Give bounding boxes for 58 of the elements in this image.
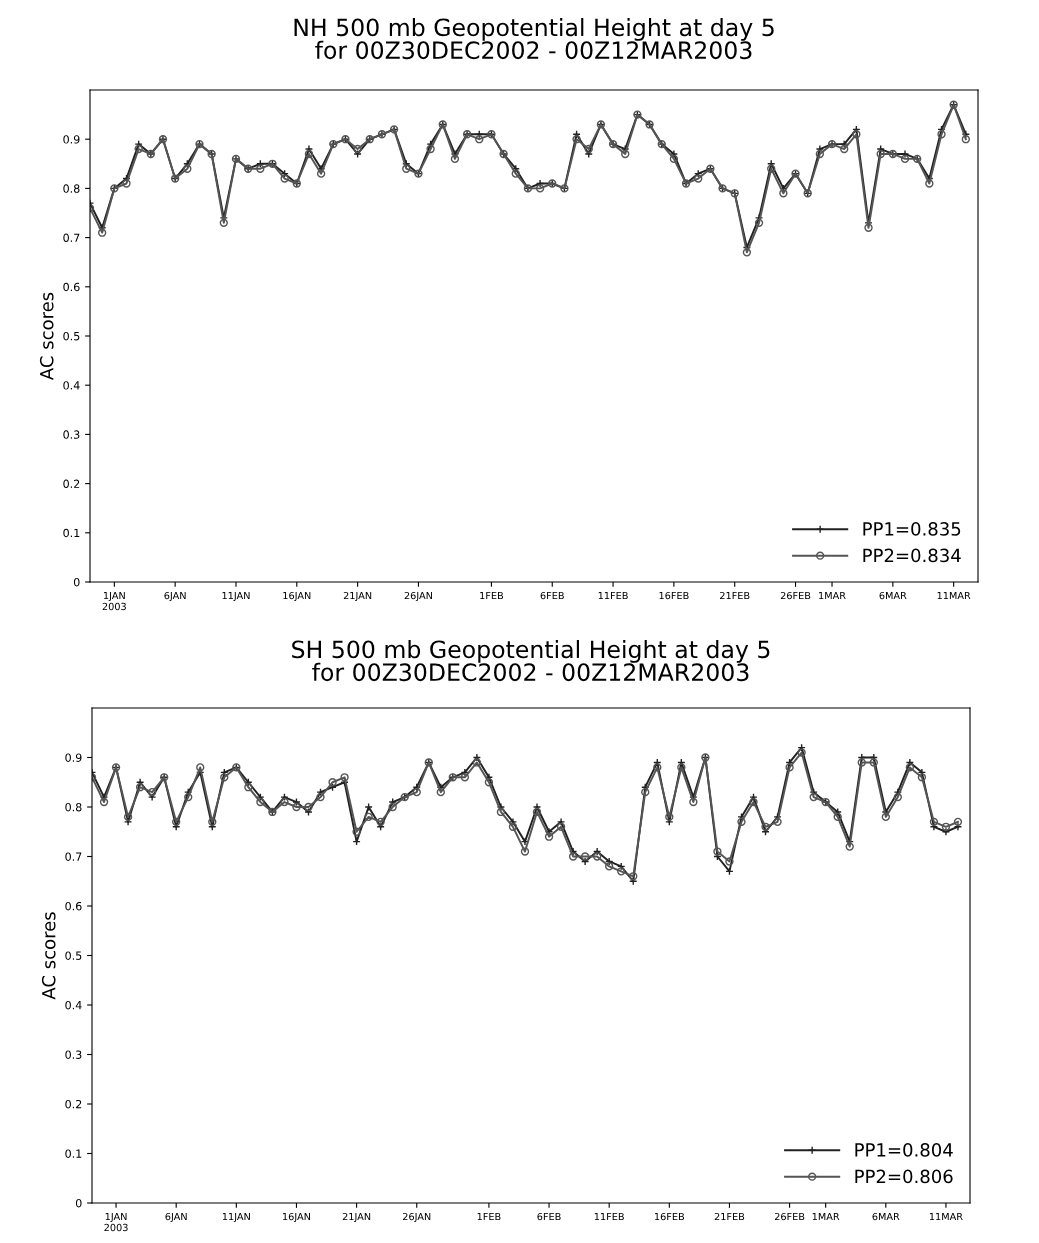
x-tick-label: 21FEB [714, 1212, 745, 1221]
x-tick-label: 1MAR [819, 592, 846, 600]
x-tick-label: 11FEB [598, 592, 628, 600]
legend-label: PP2=0.834 [863, 548, 961, 563]
x-tick-label: 6FEB [537, 1212, 561, 1221]
x-tick-label: 6FEB [540, 591, 564, 600]
y-tick-label: 0.4 [63, 381, 80, 390]
y-tick-label: 0.2 [63, 479, 80, 488]
y-tick-label: 0.5 [65, 951, 82, 960]
chart-title: SH 500 mb Geopotential Height at day 5 for 00Z30DEC2002 - 00Z12MAR2003 [292, 640, 770, 682]
y-tick-label: 0.2 [65, 1099, 82, 1109]
y-tick-label: 0.6 [63, 282, 80, 292]
y-tick-label: 0 [75, 1198, 82, 1208]
x-tick-label: 6JAN [164, 591, 186, 602]
x-tick-label: 21JAN [343, 591, 372, 602]
x-tick-label: 1JAN 2003 [102, 592, 126, 611]
x-tick-label: 6MAR [872, 1212, 900, 1221]
chart-title: NH 500 mb Geopotential Height at day 5 for 00Z30DEC2002 - 00Z12MAR2003 [294, 18, 774, 60]
y-tick-label: 0.7 [65, 852, 82, 861]
y-tick-label: 0.7 [63, 233, 80, 242]
legend-label: PP1=0.804 [855, 1143, 953, 1157]
y-tick-label: 0.8 [65, 802, 82, 812]
x-tick-label: 11MAR [929, 1213, 963, 1221]
y-tick-label: 0.3 [65, 1050, 82, 1059]
x-tick-label: 16FEB [659, 591, 689, 600]
x-tick-label: 1FEB [477, 1213, 501, 1221]
x-tick-label: 26JAN [404, 591, 432, 602]
x-tick-label: 11JAN [222, 1213, 250, 1223]
x-tick-label: 16JAN [283, 1212, 311, 1223]
y-tick-label: 0.1 [65, 1149, 82, 1158]
x-tick-label: 16FEB [654, 1212, 685, 1221]
y-tick-label: 0 [73, 577, 80, 587]
y-axis-title: AC scores [41, 912, 56, 1000]
x-tick-label: 1MAR [812, 1213, 840, 1221]
x-tick-label: 21FEB [720, 591, 750, 600]
x-tick-label: 6MAR [879, 591, 907, 600]
x-tick-label: 11MAR [937, 592, 971, 600]
y-tick-label: 0.3 [63, 430, 80, 439]
y-tick-label: 0.9 [63, 135, 80, 144]
y-tick-label: 0.9 [65, 753, 82, 762]
legend-label: PP1=0.835 [863, 522, 961, 536]
x-tick-label: 26FEB [774, 1212, 805, 1221]
y-tick-label: 0.4 [65, 1000, 82, 1010]
y-tick-label: 0.6 [65, 901, 82, 911]
legend-label: PP2=0.806 [855, 1169, 953, 1184]
x-tick-label: 6JAN [165, 1212, 187, 1223]
x-tick-label: 11FEB [594, 1213, 624, 1221]
x-tick-label: 26FEB [780, 591, 811, 600]
y-axis-title: AC scores [39, 292, 54, 381]
x-tick-label: 21JAN [342, 1212, 371, 1223]
x-tick-label: 11JAN [222, 592, 250, 602]
x-tick-label: 1JAN 2003 [104, 1213, 128, 1232]
x-tick-label: 26JAN [402, 1212, 431, 1223]
x-tick-label: 1FEB [480, 592, 504, 600]
y-tick-label: 0.8 [63, 184, 80, 193]
x-tick-label: 16JAN [283, 591, 311, 602]
y-tick-label: 0.1 [63, 528, 80, 538]
y-tick-label: 0.5 [63, 331, 80, 341]
